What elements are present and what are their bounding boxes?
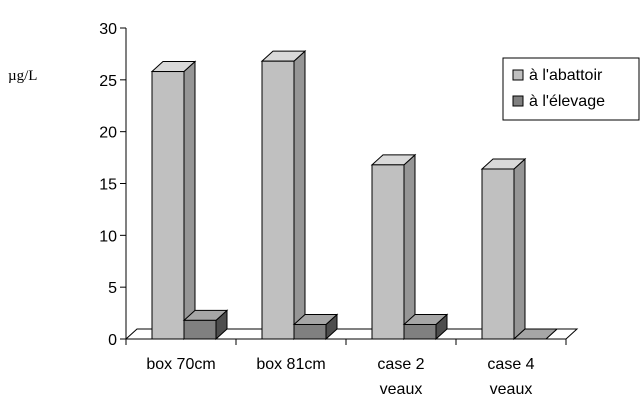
x-category-label: box 81cm (256, 356, 325, 373)
y-tick-label: 20 (99, 125, 117, 142)
bars (150, 50, 559, 341)
bar-abattoir (260, 50, 307, 341)
bar-elevage (182, 309, 229, 341)
y-tick-label: 0 (108, 332, 117, 349)
y-tick-label: 25 (99, 73, 117, 90)
legend-label: à l'abattoir (529, 67, 603, 84)
x-category-label: case 4 (487, 356, 534, 373)
bar-abattoir (480, 157, 527, 341)
y-tick-label: 10 (99, 228, 117, 245)
bar-abattoir (370, 153, 417, 341)
y-axis-unit-label: µg/L (8, 68, 37, 84)
x-category-label: veaux (380, 381, 423, 398)
bar-elevage (292, 313, 339, 341)
labels: 0 5 10 15 20 25 30 µg/L box 70cm box 81cm case 2 ve… (8, 21, 535, 398)
y-tick-label: 30 (99, 21, 117, 38)
bar-elevage (402, 313, 449, 341)
legend-swatch (512, 69, 524, 81)
x-category-label: case 2 (377, 356, 424, 373)
x-category-label: veaux (490, 381, 533, 398)
bar-abattoir (150, 60, 197, 341)
legend: à l'abattoir à l'élevage (502, 57, 640, 121)
legend-swatch (512, 95, 524, 107)
bar-elevage (512, 328, 559, 340)
y-tick-label: 5 (108, 280, 117, 297)
y-tick-label: 15 (99, 177, 117, 194)
legend-label: à l'élevage (529, 93, 605, 110)
legend-box (502, 57, 640, 121)
x-category-label: box 70cm (146, 356, 215, 373)
